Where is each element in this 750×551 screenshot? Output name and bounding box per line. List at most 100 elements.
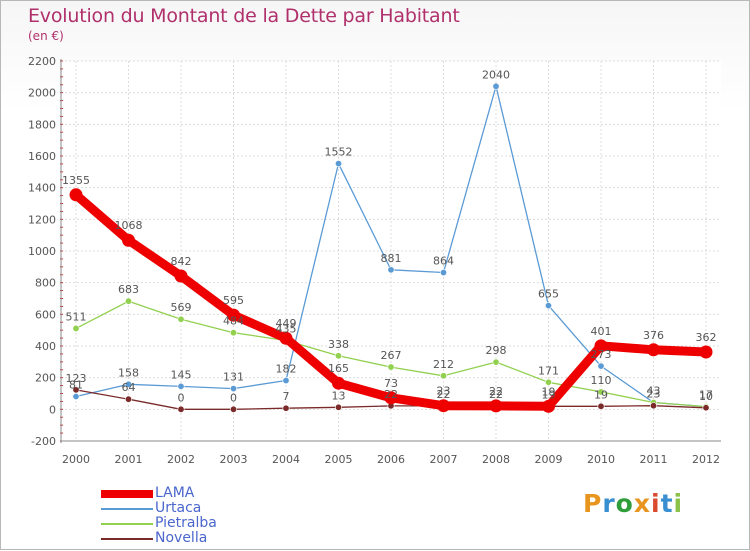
data-point-lama bbox=[174, 269, 188, 283]
data-label: 43 bbox=[647, 385, 661, 398]
data-label: 1355 bbox=[62, 174, 90, 187]
data-label: 123 bbox=[66, 372, 87, 385]
x-tick-label: 2004 bbox=[272, 453, 300, 466]
data-label: 435 bbox=[276, 322, 297, 335]
data-label: 864 bbox=[433, 255, 454, 268]
data-point-lama bbox=[122, 233, 135, 247]
data-label: 362 bbox=[696, 331, 717, 344]
data-label: 81 bbox=[69, 379, 83, 392]
legend-swatch-novella bbox=[101, 538, 153, 540]
data-label: 484 bbox=[223, 315, 244, 328]
x-tick-label: 2012 bbox=[692, 453, 720, 466]
data-point-urtaca bbox=[177, 382, 185, 390]
legend-label-pietralba: Pietralba bbox=[155, 515, 217, 531]
data-label: 19 bbox=[542, 388, 556, 401]
data-label: 683 bbox=[118, 283, 139, 296]
data-label: 19 bbox=[542, 385, 556, 398]
data-label: 22 bbox=[437, 388, 451, 401]
logo-letter: i bbox=[673, 489, 684, 518]
y-tick-label: 2200 bbox=[28, 55, 56, 68]
data-label: 1068 bbox=[115, 219, 143, 232]
data-point-novella bbox=[702, 404, 710, 412]
logo-letter: P bbox=[583, 489, 603, 518]
y-tick-label: 2000 bbox=[28, 87, 56, 100]
data-label: 23 bbox=[647, 388, 661, 401]
data-point-pietralba bbox=[230, 329, 238, 337]
x-tick-label: 2010 bbox=[587, 453, 615, 466]
data-label: 569 bbox=[171, 301, 192, 314]
y-tick-label: 200 bbox=[35, 372, 56, 385]
logo-letter: t bbox=[660, 489, 674, 518]
y-tick-label: 800 bbox=[35, 277, 56, 290]
data-label: 0 bbox=[230, 391, 237, 404]
data-label: 1552 bbox=[325, 146, 353, 159]
data-point-urtaca bbox=[230, 385, 238, 393]
logo-letter: x bbox=[633, 489, 651, 518]
data-label: 17 bbox=[699, 389, 713, 402]
data-point-pietralba bbox=[125, 297, 133, 305]
data-label: 401 bbox=[591, 325, 612, 338]
x-tick-label: 2006 bbox=[377, 453, 405, 466]
data-label: 842 bbox=[171, 255, 192, 268]
y-tick-label: 1000 bbox=[28, 245, 56, 258]
data-point-urtaca bbox=[334, 160, 342, 168]
data-point-urtaca bbox=[387, 266, 395, 274]
data-point-lama bbox=[699, 345, 713, 359]
data-point-urtaca bbox=[282, 377, 290, 385]
data-point-urtaca bbox=[439, 269, 447, 277]
data-label: 267 bbox=[381, 349, 402, 362]
data-point-pietralba bbox=[492, 358, 500, 366]
data-point-pietralba bbox=[334, 352, 342, 360]
data-point-lama bbox=[437, 399, 450, 413]
proxiti-logo: Proxiti bbox=[583, 489, 683, 518]
y-tick-label: 1600 bbox=[28, 150, 56, 163]
x-tick-label: 2001 bbox=[115, 453, 143, 466]
data-point-pietralba bbox=[597, 388, 605, 396]
data-label: 22 bbox=[489, 388, 503, 401]
data-label: 376 bbox=[643, 329, 664, 342]
data-label: 511 bbox=[66, 310, 87, 323]
legend-label-lama: LAMA bbox=[155, 485, 195, 501]
chart-title: Evolution du Montant de la Dette par Hab… bbox=[28, 5, 460, 27]
y-tick-label: -200 bbox=[31, 435, 56, 448]
data-point-lama bbox=[227, 308, 240, 322]
y-tick-label: 600 bbox=[35, 308, 56, 321]
chart-subtitle: (en €) bbox=[28, 29, 64, 43]
x-tick-label: 2008 bbox=[482, 453, 510, 466]
data-point-novella bbox=[177, 405, 185, 413]
data-label: 338 bbox=[328, 338, 349, 351]
data-point-lama bbox=[279, 331, 293, 345]
data-point-novella bbox=[334, 403, 342, 411]
data-point-lama bbox=[647, 343, 660, 357]
data-label: 64 bbox=[122, 381, 136, 394]
data-label: 2040 bbox=[482, 68, 510, 81]
legend-swatch-lama bbox=[101, 490, 153, 498]
x-tick-label: 2002 bbox=[167, 453, 195, 466]
data-label: 22 bbox=[384, 388, 398, 401]
data-label: 212 bbox=[433, 358, 454, 371]
data-label: 182 bbox=[276, 363, 297, 376]
data-label: 7 bbox=[283, 390, 290, 403]
data-label: 165 bbox=[328, 362, 349, 375]
y-tick-label: 1200 bbox=[28, 213, 56, 226]
x-tick-label: 2009 bbox=[535, 453, 563, 466]
data-label: 171 bbox=[538, 364, 559, 377]
data-label: 273 bbox=[591, 348, 612, 361]
data-point-pietralba bbox=[177, 315, 185, 323]
data-label: 23 bbox=[437, 385, 451, 398]
data-point-urtaca bbox=[544, 302, 552, 310]
data-point-novella bbox=[125, 395, 133, 403]
data-label: 110 bbox=[591, 374, 612, 387]
data-point-novella bbox=[649, 402, 657, 410]
legend-swatch-pietralba bbox=[101, 523, 153, 525]
data-label: 10 bbox=[699, 390, 713, 403]
y-tick-label: 0 bbox=[49, 403, 56, 416]
data-label: 22 bbox=[489, 385, 503, 398]
data-point-lama bbox=[489, 399, 503, 413]
x-tick-label: 2003 bbox=[220, 453, 248, 466]
data-label: 595 bbox=[223, 294, 244, 307]
data-label: 131 bbox=[223, 371, 244, 384]
data-point-urtaca bbox=[72, 393, 80, 401]
data-label: 19 bbox=[594, 388, 608, 401]
